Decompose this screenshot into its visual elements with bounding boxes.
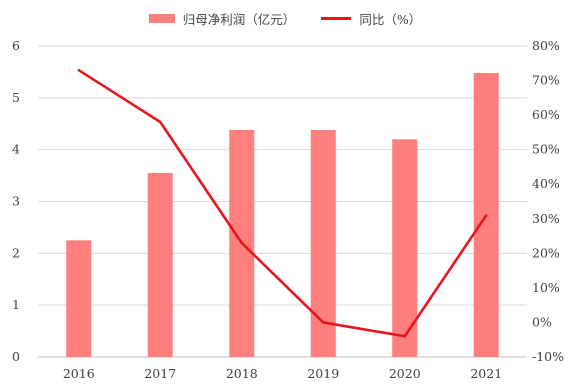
right-axis-ticks: -10% 0% 10% 20% 30% 40% 50% 60% 70% 80% [532, 38, 564, 364]
left-tick-label: 6 [12, 38, 20, 53]
right-tick-label: 70% [532, 73, 560, 88]
left-tick-label: 5 [12, 90, 20, 105]
left-tick-label: 3 [12, 194, 20, 209]
legend-swatch-profit [148, 13, 175, 23]
legend-item-yoy: 同比（%） [321, 9, 421, 28]
bar-2019 [310, 129, 336, 357]
right-tick-label: 0% [532, 314, 552, 329]
left-axis-ticks: 0 1 2 3 4 5 6 [12, 38, 20, 364]
x-tick-label: 2020 [389, 366, 421, 381]
right-tick-label: 40% [532, 176, 560, 191]
right-tick-label: -10% [532, 349, 564, 364]
right-tick-label: 50% [532, 142, 560, 157]
yoy-point-2021 [485, 214, 488, 217]
right-tick-label: 10% [532, 280, 560, 295]
right-tick-label: 80% [532, 38, 560, 53]
line-series [77, 68, 488, 338]
left-tick-label: 2 [12, 245, 20, 260]
yoy-line [78, 69, 488, 338]
right-tick-label: 60% [532, 107, 560, 122]
bar-2016 [66, 240, 92, 357]
left-tick-label: 0 [12, 349, 20, 364]
x-tick-label: 2017 [144, 366, 176, 381]
right-tick-label: 30% [532, 211, 560, 226]
legend: 归母净利润（亿元） 同比（%） [0, 6, 570, 30]
yoy-point-2017 [159, 120, 162, 124]
left-tick-label: 4 [12, 142, 20, 157]
yoy-point-2018 [240, 241, 243, 245]
legend-item-profit: 归母净利润（亿元） [148, 9, 296, 28]
right-tick-label: 20% [532, 245, 560, 260]
yoy-point-2019 [322, 321, 325, 324]
x-axis-ticks: 2016 2017 2018 2019 2020 2021 [63, 366, 502, 381]
legend-swatch-yoy [321, 16, 352, 20]
bar-series [66, 72, 499, 357]
left-tick-label: 1 [12, 297, 20, 312]
x-tick-label: 2018 [226, 366, 258, 381]
x-tick-label: 2016 [63, 366, 95, 381]
legend-label-profit: 归母净利润（亿元） [182, 11, 296, 27]
gridlines [38, 45, 527, 358]
x-tick-label: 2021 [470, 366, 502, 381]
yoy-point-2016 [77, 68, 80, 72]
yoy-point-2020 [403, 335, 406, 338]
legend-label-yoy: 同比（%） [359, 11, 422, 27]
x-tick-label: 2019 [307, 366, 339, 381]
bar-2017 [147, 172, 173, 357]
bar-2020 [392, 139, 418, 357]
